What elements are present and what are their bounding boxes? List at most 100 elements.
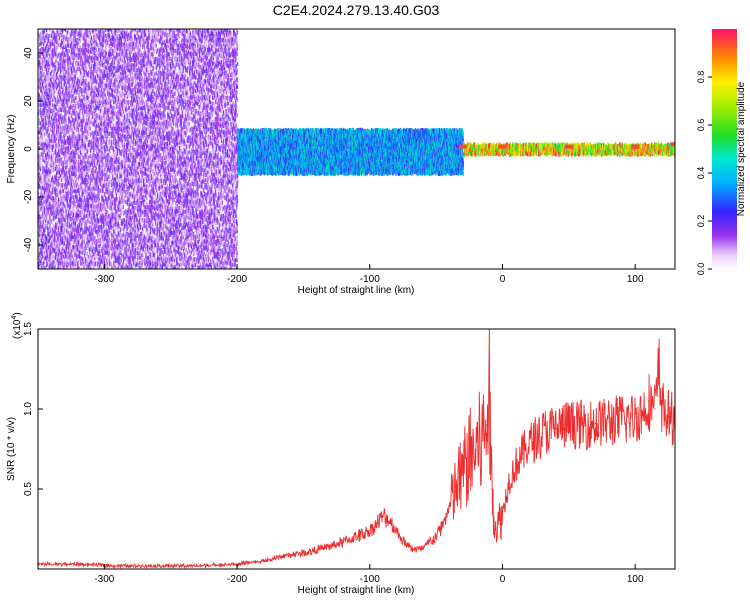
heatmap-cell: [94, 218, 95, 222]
heatmap-cell: [89, 55, 90, 59]
heatmap-cell: [55, 46, 56, 50]
heatmap-cell: [76, 57, 77, 61]
heatmap-cell: [99, 126, 100, 130]
heatmap-cell: [63, 209, 64, 213]
heatmap-cell: [62, 116, 63, 120]
heatmap-cell: [74, 228, 75, 232]
heatmap-cell: [94, 191, 95, 195]
heatmap-cell: [55, 197, 56, 201]
heatmap-cell: [46, 160, 47, 164]
heatmap-cell: [80, 155, 81, 159]
heatmap-cell: [70, 230, 71, 234]
heatmap-cell: [55, 201, 56, 205]
heatmap-cell: [55, 192, 56, 196]
heatmap-cell: [101, 101, 102, 105]
heatmap-cell: [52, 176, 53, 180]
heatmap-cell: [86, 40, 87, 44]
heatmap-cell: [99, 257, 100, 261]
heatmap-cell: [99, 165, 100, 169]
heatmap-cell: [88, 129, 89, 133]
heatmap-cell: [68, 262, 69, 266]
heatmap-cell: [66, 110, 67, 114]
heatmap-cell: [64, 135, 65, 139]
heatmap-cell: [56, 107, 57, 111]
figure-title: C2E4.2024.279.13.40.G03: [273, 2, 440, 18]
heatmap-cell: [65, 205, 66, 209]
heatmap-cell: [82, 210, 83, 214]
heatmap-cell: [91, 36, 92, 40]
heatmap-cell: [44, 228, 45, 232]
heatmap-cell: [47, 153, 48, 157]
heatmap-cell: [55, 90, 56, 94]
heatmap-cell: [49, 202, 50, 206]
heatmap-cell: [59, 178, 60, 182]
heatmap-cell: [68, 225, 69, 229]
heatmap-cell: [73, 95, 74, 99]
heatmap-cell: [93, 72, 94, 76]
heatmap-cell: [95, 255, 96, 259]
heatmap-cell: [79, 79, 80, 83]
heatmap-cell: [40, 81, 41, 85]
heatmap-cell: [99, 137, 100, 141]
heatmap-cell: [58, 134, 59, 138]
heatmap-cell: [109, 256, 110, 260]
heatmap-cell: [69, 110, 70, 114]
heatmap-cell: [92, 115, 93, 119]
heatmap-cell: [46, 244, 47, 248]
heatmap-cell: [100, 63, 101, 67]
heatmap-cell: [49, 66, 50, 70]
heatmap-cell: [92, 111, 93, 115]
heatmap-cell: [58, 68, 59, 72]
heatmap-cell: [80, 145, 81, 149]
heatmap-cell: [80, 39, 81, 43]
heatmap-cell: [103, 69, 104, 73]
heatmap-cell: [100, 189, 101, 193]
heatmap-cell: [86, 178, 87, 182]
heatmap-cell: [105, 107, 106, 111]
heatmap-cell: [46, 258, 47, 262]
heatmap-cell: [69, 257, 70, 261]
heatmap-cell: [104, 224, 105, 228]
heatmap-cell: [68, 103, 69, 107]
heatmap-cell: [78, 208, 79, 212]
heatmap-cell: [102, 189, 103, 193]
heatmap-cell: [41, 103, 42, 107]
heatmap-cell: [78, 130, 79, 134]
heatmap-cell: [68, 168, 69, 172]
heatmap-cell: [78, 61, 79, 65]
heatmap-cell: [106, 52, 107, 56]
heatmap-cell: [60, 265, 61, 269]
heatmap-cell: [104, 175, 105, 179]
heatmap-cell: [72, 208, 73, 212]
heatmap-cell: [67, 125, 68, 129]
heatmap-cell: [94, 58, 95, 62]
heatmap-cell: [83, 79, 84, 83]
heatmap-cell: [88, 132, 89, 136]
heatmap-cell: [78, 185, 79, 189]
heatmap-cell: [86, 122, 87, 126]
heatmap-cell: [54, 158, 55, 162]
heatmap-cell: [85, 110, 86, 114]
heatmap-cell: [48, 206, 49, 210]
heatmap-cell: [79, 28, 80, 32]
heatmap-cell: [74, 240, 75, 244]
heatmap-cell: [51, 116, 52, 120]
heatmap-cell: [76, 96, 77, 100]
heatmap-cell: [105, 256, 106, 260]
heatmap-cell: [59, 74, 60, 78]
heatmap-cell: [102, 63, 103, 67]
heatmap-cell: [102, 143, 103, 147]
heatmap-cell: [63, 66, 64, 70]
heatmap-cell: [42, 138, 43, 142]
heatmap-cell: [86, 59, 87, 63]
heatmap-cell: [104, 140, 105, 144]
heatmap-cell: [51, 134, 52, 138]
heatmap-cell: [102, 128, 103, 132]
heatmap-cell: [50, 146, 51, 150]
heatmap-cell: [62, 237, 63, 241]
heatmap-cell: [71, 145, 72, 149]
heatmap-cell: [78, 266, 79, 270]
heatmap-cell: [96, 48, 97, 52]
heatmap-cell: [69, 65, 70, 69]
heatmap-cell: [65, 209, 66, 213]
